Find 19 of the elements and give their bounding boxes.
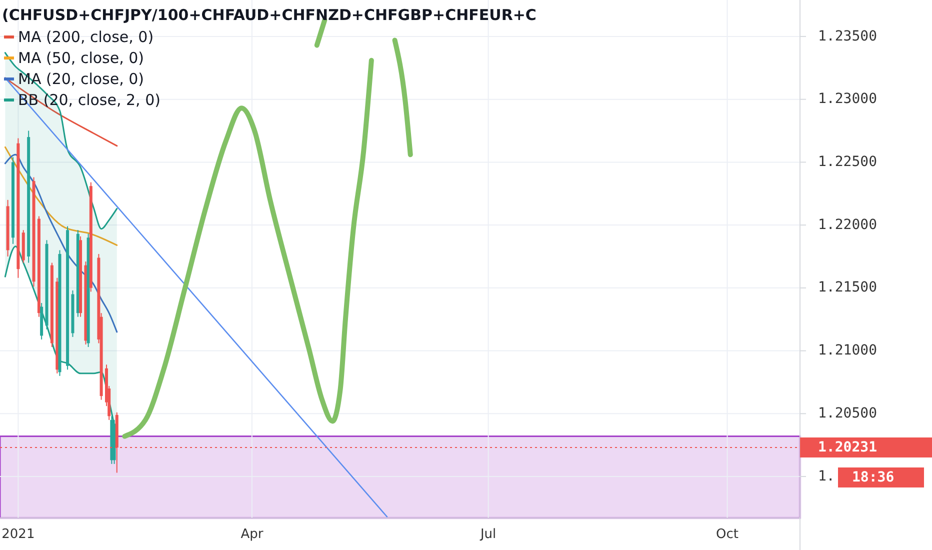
y-tick-label: 1.23500 (818, 28, 878, 44)
x-tick-label: Apr (240, 527, 264, 542)
text: 18:36 (852, 469, 894, 486)
text: (CHFUSD+CHFJPY/100+CHFAUD+CHFNZD+CHFGBP+CHFEUR+C (2, 6, 536, 24)
y-tick-label: 1.21000 (818, 342, 878, 359)
line-series (4, 146, 118, 246)
legend-label: MA (50, close, 0) (18, 49, 144, 67)
y-tick-label: 1.21500 (818, 280, 878, 296)
legend-label: MA (200, close, 0) (18, 28, 154, 46)
ref-line-label: 1.20231 (818, 439, 878, 456)
y-tick-label: 1.23000 (818, 91, 878, 108)
x-tick-label: Jul (479, 527, 496, 542)
x-tick-label: 2021 (2, 527, 35, 542)
line-series (4, 154, 118, 333)
x-tick-label: Oct (716, 527, 739, 542)
y-tick-label: 1.22000 (818, 216, 878, 233)
y-tick-label: 1.22500 (818, 154, 878, 170)
y-tick-label: 1.20500 (818, 405, 878, 422)
y-tick-label: 1. (818, 468, 835, 484)
